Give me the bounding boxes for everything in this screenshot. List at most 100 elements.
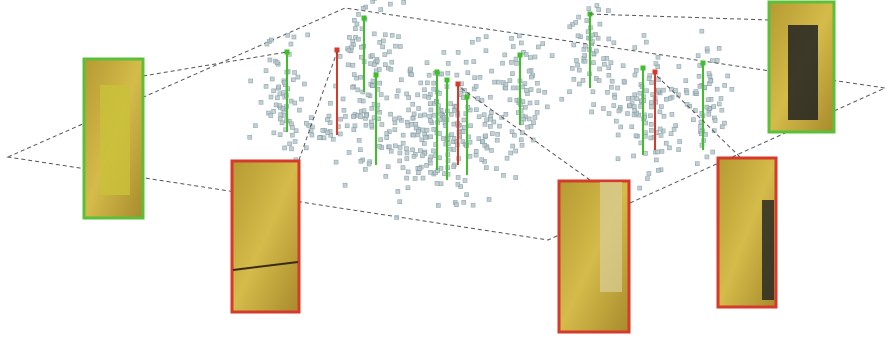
- point: [577, 68, 581, 72]
- point: [396, 189, 400, 193]
- point: [398, 159, 402, 163]
- point: [501, 173, 505, 177]
- point: [476, 97, 480, 101]
- point: [407, 108, 411, 112]
- point: [478, 75, 482, 79]
- point: [456, 175, 460, 179]
- point: [352, 128, 356, 132]
- point: [427, 95, 431, 99]
- point: [454, 203, 458, 207]
- point: [587, 7, 591, 11]
- point: [509, 151, 513, 155]
- point: [299, 97, 303, 101]
- point: [707, 72, 711, 76]
- point: [389, 112, 393, 116]
- point: [576, 34, 580, 38]
- point: [269, 113, 273, 117]
- point: [654, 62, 658, 66]
- point: [543, 90, 547, 94]
- point: [634, 68, 638, 72]
- point: [592, 103, 596, 107]
- point: [384, 174, 388, 178]
- point: [511, 86, 515, 90]
- point: [550, 54, 554, 58]
- point: [351, 114, 355, 118]
- point: [290, 133, 294, 137]
- point: [468, 154, 472, 158]
- connector: [590, 14, 769, 20]
- point: [423, 94, 427, 98]
- point: [536, 45, 540, 49]
- point: [417, 106, 421, 110]
- point: [598, 67, 602, 71]
- point: [638, 186, 642, 190]
- point: [607, 73, 611, 77]
- point: [594, 49, 598, 53]
- point: [473, 76, 477, 80]
- point: [401, 141, 405, 145]
- point: [272, 109, 276, 113]
- point: [545, 105, 549, 109]
- point: [270, 77, 274, 81]
- point: [420, 138, 424, 142]
- point: [405, 157, 409, 161]
- point: [420, 154, 424, 158]
- point: [535, 110, 539, 114]
- point: [424, 135, 428, 139]
- point: [353, 27, 357, 31]
- point: [722, 121, 726, 125]
- stem-head: [374, 73, 379, 78]
- point: [442, 50, 446, 54]
- point: [439, 182, 443, 186]
- point: [524, 88, 528, 92]
- point: [528, 56, 532, 60]
- point: [633, 109, 637, 113]
- point: [359, 55, 363, 59]
- point: [269, 95, 273, 99]
- point: [343, 114, 347, 118]
- point: [380, 123, 384, 127]
- point: [389, 67, 393, 71]
- point: [622, 79, 626, 83]
- point: [649, 136, 653, 140]
- point: [723, 83, 727, 87]
- point: [418, 167, 422, 171]
- point: [519, 138, 523, 142]
- point: [377, 67, 381, 71]
- point: [359, 45, 363, 49]
- point: [711, 150, 715, 154]
- point: [339, 117, 343, 121]
- point: [719, 96, 723, 100]
- point: [501, 61, 505, 65]
- point: [449, 102, 453, 106]
- point: [509, 60, 513, 64]
- point: [309, 116, 313, 120]
- point: [378, 81, 382, 85]
- point: [296, 75, 300, 79]
- point: [293, 70, 297, 74]
- point: [614, 119, 618, 123]
- point: [674, 89, 678, 93]
- point: [326, 131, 330, 135]
- point: [591, 61, 595, 65]
- point: [402, 0, 406, 4]
- point: [278, 133, 282, 137]
- point: [355, 22, 359, 26]
- point: [685, 91, 689, 95]
- point: [438, 118, 442, 122]
- point: [489, 117, 493, 121]
- point: [619, 125, 623, 129]
- point: [607, 37, 611, 41]
- point: [413, 176, 417, 180]
- point: [398, 44, 402, 48]
- point: [356, 12, 360, 16]
- point: [484, 35, 488, 39]
- point: [659, 133, 663, 137]
- point: [452, 148, 456, 152]
- point: [379, 8, 383, 12]
- point: [431, 149, 435, 153]
- point: [642, 33, 646, 37]
- point: [613, 95, 617, 99]
- point: [508, 79, 512, 83]
- point: [264, 69, 268, 73]
